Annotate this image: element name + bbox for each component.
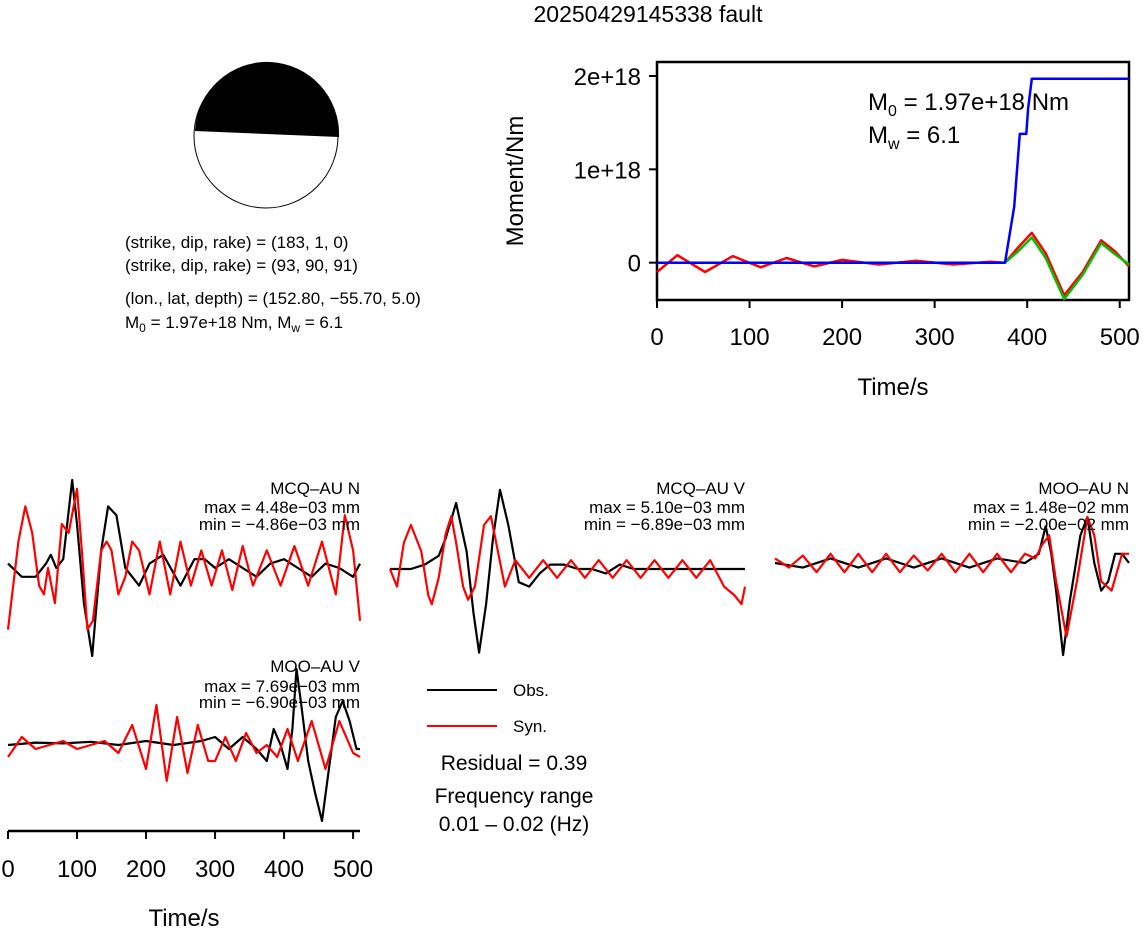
amplitude-max: max = 1.48e−02 mm <box>973 498 1129 517</box>
y-tick-label: 2e+18 <box>574 64 641 91</box>
waveform-traces <box>388 488 747 654</box>
synthetic-trace <box>6 487 362 631</box>
synthetic-trace <box>7 703 361 783</box>
x-tick-label: 100 <box>730 324 770 351</box>
beachball <box>193 61 340 209</box>
time-axis-ticks: 0 100 200 300 400 500 <box>1 831 373 883</box>
synthetic-trace <box>388 515 747 606</box>
legend-syn-label: Syn. <box>513 717 547 736</box>
x-tick-label: 300 <box>915 324 955 351</box>
waveform-panel-mcq-n: MCQ–AU N max = 4.48e−03 mm min = −4.86e−… <box>6 478 362 658</box>
red-moment-line <box>656 231 1130 297</box>
beachball-compressional-quadrant <box>195 61 340 137</box>
x-tick-label: 200 <box>822 324 862 351</box>
x-tick-label: 500 <box>333 856 373 883</box>
x-tick-label: 300 <box>195 856 235 883</box>
moment-magnitude-text: M0 = 1.97e+18 Nm, Mw = 6.1 <box>125 313 343 335</box>
amplitude-min: min = −2.00e−02 mm <box>968 515 1129 534</box>
waveform-traces <box>6 478 362 658</box>
station-label: MCQ–AU N <box>270 479 360 498</box>
moment-chart: 0 1e+18 2e+18 0 100 200 300 400 500 Moment/Nm T… <box>502 60 1140 401</box>
moment-chart-frame <box>655 60 1131 302</box>
waveform-panel-moo-v: MOO–AU V max = 7.69e−03 mm min = −6.90e−… <box>1 657 373 928</box>
y-tick-label: 1e+18 <box>574 157 641 184</box>
y-tick-label: 0 <box>628 251 641 278</box>
x-tick-label: 0 <box>650 324 663 351</box>
location-text: (lon., lat, depth) = (152.80, −55.70, 5.… <box>125 289 421 308</box>
residual-text: Residual = 0.39 <box>441 752 588 775</box>
x-tick-label: 200 <box>126 856 166 883</box>
x-tick-label: 100 <box>57 856 97 883</box>
waveform-traces <box>774 515 1130 657</box>
moment-chart-ylabel: Moment/Nm <box>502 116 529 247</box>
x-tick-label: 0 <box>1 856 14 883</box>
frequency-range-value: 0.01 – 0.02 (Hz) <box>439 813 590 836</box>
amplitude-min: min = −6.90e−03 mm <box>199 693 360 712</box>
source-parameters: (strike, dip, rake) = (183, 1, 0) (strik… <box>125 233 421 335</box>
station-label: MOO–AU V <box>270 657 360 676</box>
figure-title: 20250429145338 fault <box>534 1 764 27</box>
x-tick-label: 400 <box>264 856 304 883</box>
station-label: MOO–AU N <box>1038 479 1129 498</box>
nodal-plane-2-text: (strike, dip, rake) = (93, 90, 91) <box>125 256 358 275</box>
amplitude-max: max = 4.48e−03 mm <box>204 498 360 517</box>
synthetic-trace <box>774 515 1129 638</box>
moment-chart-y-axis: 0 1e+18 2e+18 <box>574 64 657 278</box>
waveform-traces <box>7 667 361 823</box>
amplitude-min: min = −6.89e−03 mm <box>584 515 745 534</box>
moment-chart-series <box>656 77 1130 301</box>
legend-obs-label: Obs. <box>513 681 549 700</box>
amplitude-max: max = 7.69e−03 mm <box>204 677 360 696</box>
blue-moment-line <box>657 77 1129 264</box>
waveform-panel-moo-n: MOO–AU N max = 1.48e−02 mm min = −2.00e−… <box>774 479 1130 657</box>
frequency-range-title: Frequency range <box>435 785 594 808</box>
green-moment-line <box>1004 236 1130 301</box>
moment-chart-x-axis: 0 100 200 300 400 500 <box>650 300 1140 351</box>
moment-annotation-mw: Mw = 6.1 <box>868 122 960 153</box>
time-axis-label: Time/s <box>148 905 219 928</box>
moment-annotation-m0: M0 = 1.97e+18 Nm <box>868 89 1069 120</box>
moment-chart-xlabel: Time/s <box>857 374 928 401</box>
x-tick-label: 400 <box>1007 324 1047 351</box>
waveform-panel-mcq-v: MCQ–AU V max = 5.10e−03 mm min = −6.89e−… <box>388 479 747 654</box>
x-tick-label: 500 <box>1100 324 1140 351</box>
nodal-plane-1-text: (strike, dip, rake) = (183, 1, 0) <box>125 233 348 252</box>
amplitude-min: min = −4.86e−03 mm <box>199 515 360 534</box>
amplitude-max: max = 5.10e−03 mm <box>589 498 745 517</box>
station-label: MCQ–AU V <box>656 479 745 498</box>
legend: Obs. Syn. Residual = 0.39 Frequency rang… <box>427 681 593 836</box>
